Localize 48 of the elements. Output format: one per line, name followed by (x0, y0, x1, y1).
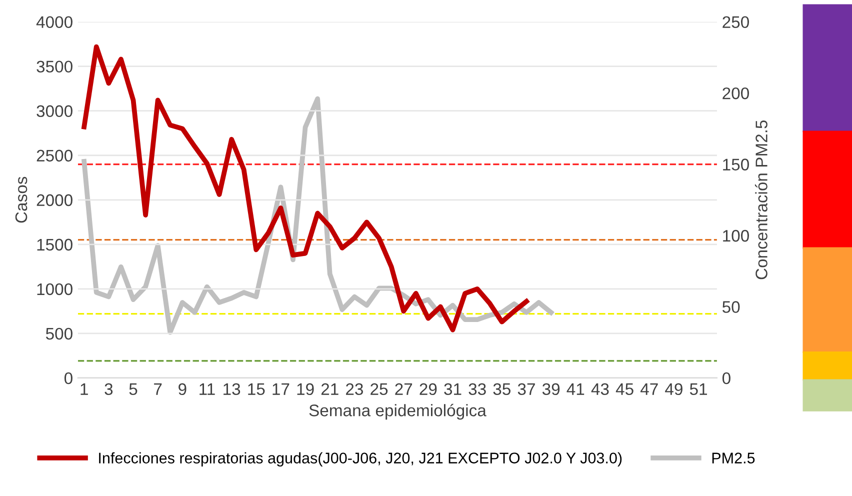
x-tick-label: 17 (272, 383, 290, 395)
x-tick-label: 43 (591, 383, 609, 396)
x-tick-label: 39 (542, 383, 560, 396)
legend-label: PM2.5 (712, 452, 755, 464)
y2-tick-label: 0 (722, 372, 730, 384)
x-tick-label: 9 (178, 383, 186, 396)
x-axis-title: Semana epidemiológica (309, 404, 486, 420)
x-tick-label: 23 (346, 383, 363, 396)
y-tick-label: 3500 (36, 60, 72, 73)
line-series (82, 44, 529, 332)
x-tick-label: 3 (104, 383, 113, 396)
x-tick-label: 25 (370, 383, 388, 396)
x-tick-label: 19 (297, 383, 314, 396)
x-tick-label: 49 (665, 383, 682, 396)
x-tick-label: 27 (395, 383, 412, 395)
x-tick-label: 33 (468, 383, 486, 396)
y2-tick-label: 50 (722, 301, 740, 313)
y-tick-label: 2500 (36, 150, 72, 162)
y-tick-label: 0 (64, 372, 72, 384)
y-tick-label: 4000 (36, 16, 72, 28)
y2-tick-label: 250 (722, 16, 749, 28)
x-tick-label: 7 (154, 383, 162, 395)
x-tick-label: 15 (248, 383, 265, 396)
y2-tick-label: 100 (723, 230, 749, 242)
x-tick-label: 51 (690, 383, 707, 396)
x-tick-label: 47 (640, 383, 658, 395)
legend-label: Infecciones respiratorias agudas(J00-J06, J20, J21 EXCEPTO J02.0 Y J03.0) (99, 452, 622, 466)
x-tick-label: 41 (566, 383, 584, 395)
x-tick-label: 5 (129, 383, 138, 396)
x-tick-label: 35 (493, 383, 510, 396)
x-tick-label: 31 (444, 383, 462, 396)
y-tick-label: 500 (46, 328, 72, 340)
x-tick-label: 1 (80, 383, 88, 395)
y-axis-title: Casos (15, 176, 28, 223)
y-tick-label: 1500 (37, 238, 72, 251)
x-tick-label: 13 (224, 383, 240, 396)
x-tick-label: 21 (321, 383, 338, 395)
x-tick-label: 37 (518, 383, 535, 396)
y-tick-label: 1000 (37, 283, 72, 296)
line-series (82, 96, 554, 335)
y-tick-label: 2000 (36, 194, 72, 206)
y2-tick-label: 200 (722, 87, 749, 100)
y2-tick-label: 150 (723, 158, 749, 170)
x-tick-label: 11 (200, 383, 215, 395)
y2-axis-title: Concentración PM2.5 (754, 120, 768, 280)
x-tick-label: 29 (420, 383, 437, 396)
y-tick-label: 3000 (36, 105, 72, 118)
x-tick-label: 45 (616, 383, 634, 396)
